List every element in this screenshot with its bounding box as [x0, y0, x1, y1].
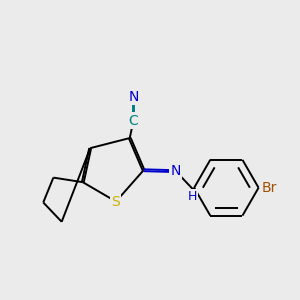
Text: S: S [112, 194, 120, 208]
Text: Br: Br [261, 181, 277, 195]
Text: H: H [188, 190, 197, 203]
Text: N: N [171, 164, 181, 178]
Text: N: N [128, 90, 139, 104]
Text: C: C [129, 114, 138, 128]
